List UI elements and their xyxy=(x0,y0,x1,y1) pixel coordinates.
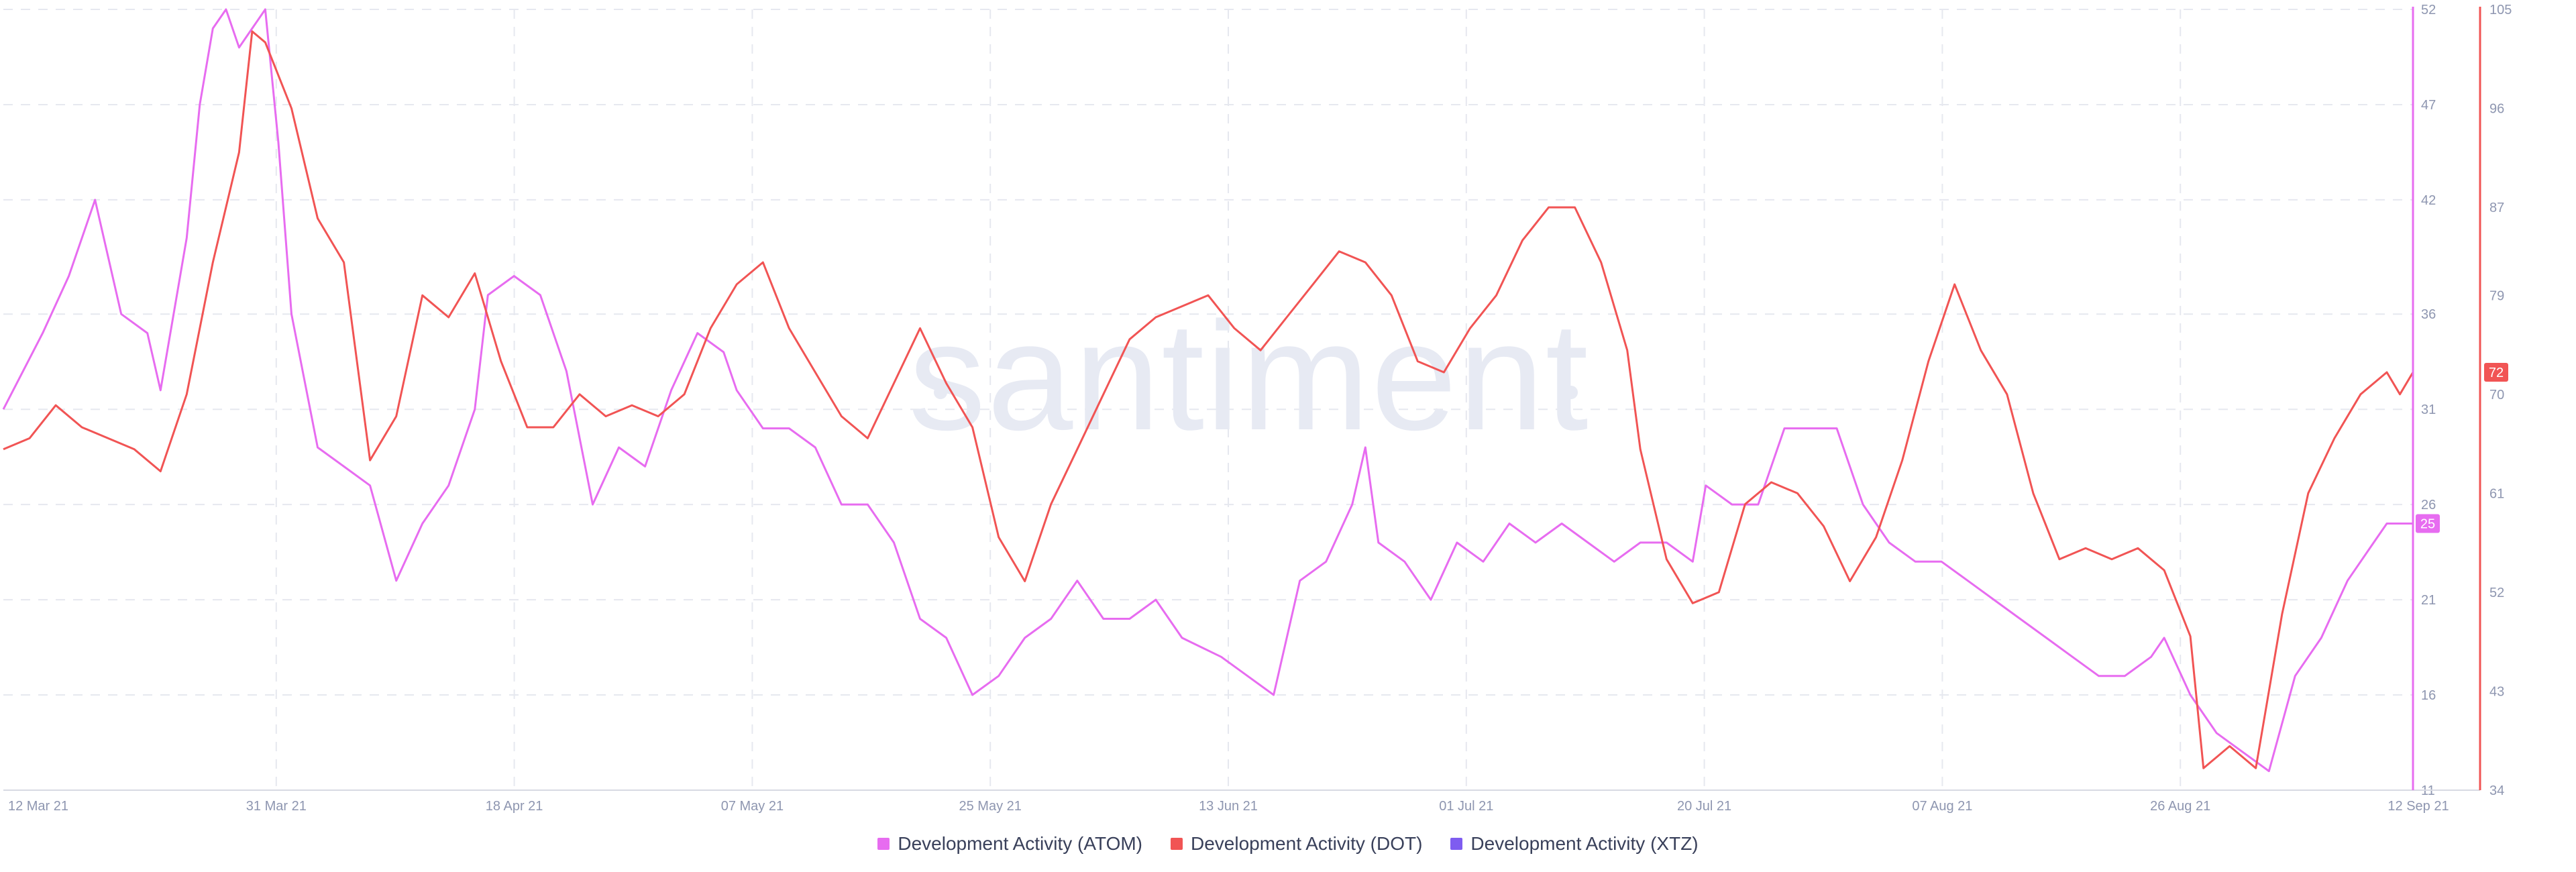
x-tick-label: 25 May 21 xyxy=(959,799,1022,814)
x-tick-label: 07 Aug 21 xyxy=(1912,799,1972,814)
legend-label-xtz: Development Activity (XTZ) xyxy=(1470,833,1699,854)
watermark-dot-right xyxy=(1564,386,1578,399)
dot-axis-tick-label: 70 xyxy=(2489,388,2504,402)
atom-axis-tick-label: 52 xyxy=(2421,3,2436,17)
atom-current-value-badge: 25 xyxy=(2420,517,2435,532)
atom-axis-tick-label: 26 xyxy=(2421,498,2436,512)
atom-axis-tick-label: 31 xyxy=(2421,402,2436,417)
dot-axis-tick-label: 87 xyxy=(2489,201,2504,215)
legend-swatch-atom xyxy=(877,838,890,850)
atom-axis-tick-label: 21 xyxy=(2421,593,2436,608)
x-tick-label: 12 Mar 21 xyxy=(8,799,68,814)
x-tick-label: 12 Sep 21 xyxy=(2387,799,2449,814)
watermark-dot-left xyxy=(934,386,947,399)
dot-axis-tick-label: 34 xyxy=(2489,783,2504,798)
dot-axis-tick-label: 52 xyxy=(2489,586,2504,600)
series-layer xyxy=(2,8,2414,773)
dot-axis-tick-label: 96 xyxy=(2489,102,2504,117)
watermark: santiment xyxy=(908,290,1589,462)
x-tick-label: 13 Jun 21 xyxy=(1199,799,1258,814)
x-tick-label: 07 May 21 xyxy=(721,799,784,814)
atom-axis-tick-label: 47 xyxy=(2421,98,2436,113)
legend-item-xtz[interactable]: Development Activity (XTZ) xyxy=(1450,833,1699,855)
legend-item-dot[interactable]: Development Activity (DOT) xyxy=(1171,833,1422,855)
x-tick-label: 01 Jul 21 xyxy=(1439,799,1493,814)
dot-axis-tick-label: 105 xyxy=(2489,3,2512,17)
dot-axis-tick-label: 61 xyxy=(2489,486,2504,501)
x-tick-label: 20 Jul 21 xyxy=(1677,799,1731,814)
dot-axis-tick-label: 79 xyxy=(2489,288,2504,303)
x-tick-label: 18 Apr 21 xyxy=(486,799,543,814)
axis-layer: 12 Mar 21 31 Mar 21 18 Apr 21 07 May 21 25 M… xyxy=(3,3,2512,814)
dot-current-value-badge-bg xyxy=(2484,363,2508,382)
legend-item-atom[interactable]: Development Activity (ATOM) xyxy=(877,833,1142,855)
x-tick-label: 26 Aug 21 xyxy=(2150,799,2210,814)
legend-label-dot: Development Activity (DOT) xyxy=(1191,833,1423,854)
series-line-dot xyxy=(3,30,2414,769)
legend-label-atom: Development Activity (ATOM) xyxy=(898,833,1142,854)
dot-current-value-badge: 72 xyxy=(2489,366,2504,380)
atom-axis-tick-label: 42 xyxy=(2421,193,2436,208)
atom-current-value-badge-bg xyxy=(2416,514,2440,533)
legend-swatch-dot xyxy=(1171,838,1183,850)
legend-swatch-xtz xyxy=(1450,838,1463,850)
x-tick-label: 31 Mar 21 xyxy=(246,799,307,814)
dot-axis-tick-label: 43 xyxy=(2489,684,2504,699)
series-line-atom xyxy=(2,8,2413,773)
legend: Development Activity (ATOM) Development … xyxy=(0,833,2576,855)
atom-axis-tick-label: 16 xyxy=(2421,688,2436,703)
watermark-layer: santiment xyxy=(908,290,1589,462)
atom-axis-tick-label: 36 xyxy=(2421,307,2436,322)
